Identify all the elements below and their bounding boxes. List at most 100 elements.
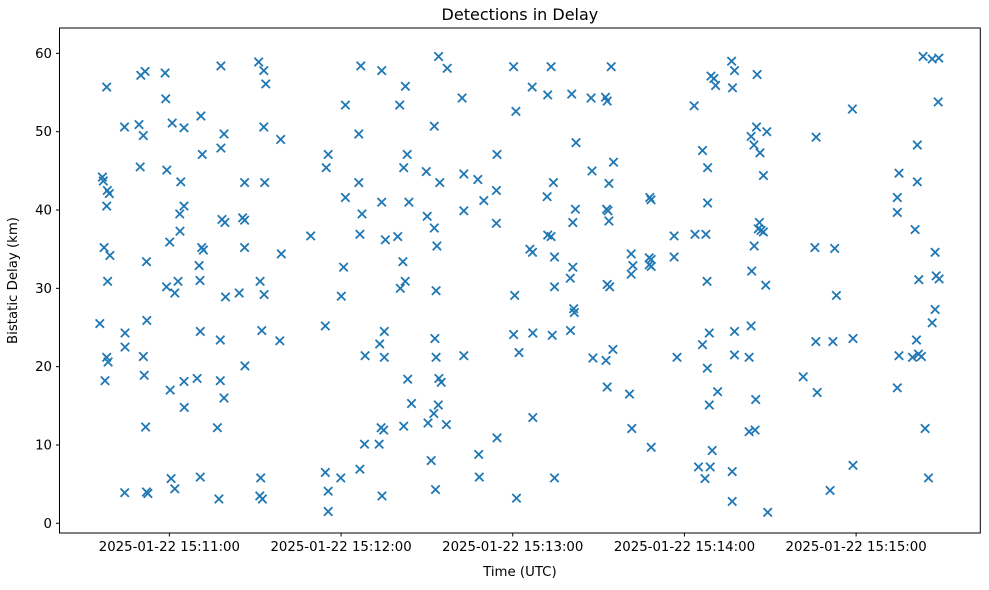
scatter-point [430, 484, 441, 495]
scatter-point [320, 321, 331, 331]
scatter-point [134, 119, 144, 130]
scatter-point [602, 96, 613, 106]
scatter-point [702, 276, 712, 287]
scatter-point [259, 177, 270, 188]
scatter-point [195, 275, 205, 286]
scatter-point [433, 51, 444, 62]
scatter-point [758, 170, 769, 181]
scatter-point [436, 377, 447, 388]
scatter-point [101, 201, 112, 211]
scatter-point [828, 336, 838, 347]
scatter-point [549, 252, 560, 262]
scatter-point [750, 394, 761, 405]
scatter-point [321, 162, 332, 173]
scatter-point [744, 352, 754, 363]
scatter-point [930, 304, 940, 315]
scatter-point [376, 65, 387, 76]
scatter-point [549, 281, 560, 292]
scatter-point [442, 63, 453, 74]
scatter-point [934, 274, 944, 284]
scatter-point [392, 231, 403, 242]
scatter-point [220, 217, 230, 228]
scatter-point [164, 237, 175, 247]
scatter-point [744, 426, 754, 437]
scatter-point [646, 261, 657, 272]
scatter-point [355, 229, 365, 240]
scatter-point [527, 328, 538, 338]
scatter-point [219, 129, 229, 139]
scatter-point [700, 473, 710, 484]
scatter-point [746, 321, 756, 331]
scatter-point [120, 328, 130, 338]
scatter-point [234, 288, 245, 298]
scatter-point [848, 460, 858, 471]
scatter-point [761, 126, 772, 137]
scatter-point [214, 494, 224, 504]
scatter-point [920, 423, 930, 434]
scatter-point [587, 166, 597, 176]
scatter-point [604, 178, 614, 189]
scatter-point [746, 131, 756, 142]
scatter-point [353, 129, 364, 139]
scatter-point [174, 209, 185, 219]
scatter-point [709, 73, 719, 84]
scatter-point [276, 249, 287, 259]
scatter-point [749, 140, 759, 150]
scatter-point [492, 433, 502, 443]
scatter-point [166, 473, 176, 484]
scatter-point [760, 280, 771, 291]
scatter-point [913, 274, 924, 285]
scatter-point [916, 351, 927, 362]
scatter-point [588, 353, 598, 363]
scatter-point [712, 386, 723, 397]
scatter-point [379, 326, 390, 337]
scatter-point [323, 506, 334, 517]
scatter-point [431, 352, 441, 363]
scatter-point [825, 485, 835, 496]
scatter-point [848, 333, 858, 344]
scatter-point [433, 400, 444, 410]
scatter-point [100, 375, 110, 386]
y-tick-label: 40 [35, 204, 52, 219]
scatter-point [508, 329, 519, 340]
scatter-point [894, 350, 904, 361]
scatter-point [810, 242, 820, 253]
scatter-point [103, 357, 113, 367]
scatter-point [441, 419, 452, 430]
scatter-point [179, 122, 189, 133]
scatter-point [255, 473, 266, 483]
scatter-point [139, 370, 150, 381]
scatter-point [432, 241, 442, 251]
scatter-point [565, 325, 576, 336]
scatter-point [194, 260, 204, 271]
scatter-point [402, 149, 413, 160]
scatter-point [394, 100, 405, 110]
scatter-point [239, 242, 250, 253]
scatter-point [160, 93, 171, 104]
y-tick-label: 50 [35, 125, 52, 140]
chart-title: Detections in Delay [442, 5, 599, 24]
scatter-point [458, 205, 469, 216]
scatter-point [927, 317, 938, 328]
scatter-point [646, 254, 657, 265]
scatter-point [404, 197, 414, 208]
scatter-point [892, 382, 903, 393]
scatter-point [831, 290, 842, 301]
scatter-point [458, 350, 469, 361]
scatter-point [102, 276, 113, 287]
scatter-point [752, 69, 762, 80]
scatter-point [374, 339, 385, 349]
scatter-point [434, 177, 445, 188]
scatter-point [406, 398, 417, 409]
scatter-point [257, 494, 268, 504]
y-tick-label: 20 [35, 360, 52, 375]
scatter-point [320, 467, 331, 478]
scatter-point [751, 122, 762, 132]
scatter-point [98, 176, 109, 186]
scatter-point [400, 81, 411, 92]
scatter-point [421, 166, 432, 177]
scatter-point [175, 176, 186, 187]
scatter-point [604, 281, 615, 292]
scatter-point [548, 177, 559, 188]
